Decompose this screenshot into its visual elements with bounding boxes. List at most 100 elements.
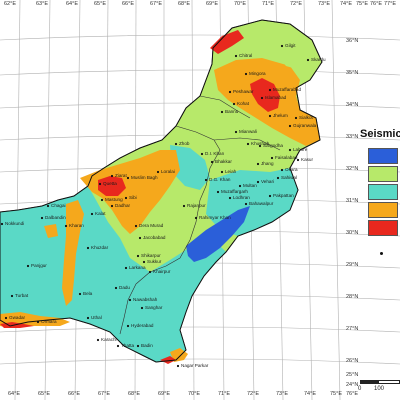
city-label: Sukkur bbox=[147, 259, 162, 264]
city-dot bbox=[280, 44, 284, 48]
city-dot bbox=[296, 158, 300, 162]
city-label: Kohat bbox=[237, 101, 250, 106]
city-dot bbox=[268, 114, 272, 118]
city-dot bbox=[4, 316, 8, 320]
legend-swatch-blue bbox=[368, 148, 398, 164]
tick-lon-bottom-2: 66°E bbox=[68, 391, 80, 397]
tick-lon-bottom-7: 71°E bbox=[218, 391, 230, 397]
city-dot bbox=[126, 324, 130, 328]
city-label: Rahimyar Khan bbox=[199, 215, 231, 220]
city-dot bbox=[288, 124, 292, 128]
city-dot bbox=[288, 148, 292, 152]
tick-lat-9: 27°N bbox=[346, 326, 359, 332]
city-label: Chagai bbox=[51, 203, 66, 208]
city-dot bbox=[244, 202, 248, 206]
tick-lon-top-3: 65°E bbox=[94, 1, 106, 7]
tick-lat-5: 31°N bbox=[346, 198, 359, 204]
city-dot bbox=[134, 224, 138, 228]
city-label: Mastung bbox=[105, 197, 123, 202]
city-label: Vehari bbox=[261, 179, 275, 184]
city-dot bbox=[100, 198, 104, 202]
city-label: Dadu bbox=[119, 285, 130, 290]
city-dot bbox=[194, 216, 198, 220]
tick-lat-1: 35°N bbox=[346, 70, 359, 76]
tick-lon-top-10: 72°E bbox=[290, 1, 302, 7]
scale-seg-2 bbox=[378, 380, 400, 384]
tick-lon-bottom-8: 72°E bbox=[247, 391, 259, 397]
region-red-quetta bbox=[98, 176, 126, 196]
city-dot bbox=[26, 264, 30, 268]
tick-lon-top-1: 63°E bbox=[36, 1, 48, 7]
tick-lat-3: 33°N bbox=[346, 134, 359, 140]
city-label: Bahawalpur bbox=[249, 201, 274, 206]
city-dot bbox=[244, 72, 248, 76]
city-label: Kalat bbox=[95, 211, 106, 216]
tick-lon-bottom-11: 75°E bbox=[330, 391, 342, 397]
city-dot bbox=[128, 298, 132, 302]
legend-swatch-orange bbox=[368, 202, 398, 218]
region-red-north-1 bbox=[250, 78, 280, 112]
national-border bbox=[0, 19, 323, 363]
city-label: Dadhar bbox=[115, 203, 131, 208]
city-label: D.G. Khan bbox=[209, 177, 231, 182]
city-dot bbox=[40, 216, 44, 220]
city-dot bbox=[176, 364, 180, 368]
city-label: Lodhran bbox=[233, 195, 250, 200]
city-dot bbox=[294, 116, 298, 120]
city-label: Jhang bbox=[261, 161, 274, 166]
tick-lon-top-13: 75°E bbox=[356, 1, 368, 7]
city-dot bbox=[148, 270, 152, 274]
tick-lat-7: 29°N bbox=[346, 262, 359, 268]
city-dot bbox=[140, 306, 144, 310]
city-dot bbox=[46, 204, 50, 208]
city-dot bbox=[200, 152, 204, 156]
city-label: Zhob bbox=[179, 141, 190, 146]
tick-lon-bottom-0: 64°E bbox=[8, 391, 20, 397]
city-label: Khairpur bbox=[153, 269, 171, 274]
region-red-coast bbox=[0, 322, 34, 328]
tick-lon-bottom-1: 65°E bbox=[38, 391, 50, 397]
city-label: Jhelum bbox=[273, 113, 288, 118]
city-dot bbox=[136, 254, 140, 258]
city-dot bbox=[268, 194, 272, 198]
city-label: Panjgur bbox=[31, 263, 47, 268]
city-dot bbox=[98, 182, 102, 186]
city-dot bbox=[96, 338, 100, 342]
city-label: Leiah bbox=[225, 169, 237, 174]
city-label: Skardu bbox=[311, 57, 326, 62]
tick-lon-top-9: 71°E bbox=[262, 1, 274, 7]
legend: Seismic bbox=[358, 128, 400, 258]
city-label: Dera Murad bbox=[139, 223, 164, 228]
city-dot bbox=[110, 204, 114, 208]
city-dot bbox=[232, 102, 236, 106]
tick-lon-top-7: 69°E bbox=[206, 1, 218, 7]
city-label: Okara bbox=[285, 167, 298, 172]
city-label: Loralai bbox=[161, 169, 175, 174]
city-dot bbox=[36, 320, 40, 324]
tick-lat-6: 30°N bbox=[346, 230, 359, 236]
city-label: Faisalabad bbox=[275, 155, 298, 160]
city-dot bbox=[10, 294, 14, 298]
city-label: Lahore bbox=[293, 147, 308, 152]
tick-lon-top-0: 62°E bbox=[4, 1, 16, 7]
city-dot bbox=[220, 170, 224, 174]
city-label: Multan bbox=[243, 183, 257, 188]
region-blue bbox=[186, 206, 250, 262]
region-orange-west-strip bbox=[62, 200, 84, 306]
city-dot bbox=[306, 58, 310, 62]
tick-lat-10: 26°N bbox=[346, 358, 359, 364]
city-dot bbox=[258, 144, 262, 148]
tick-lon-top-2: 64°E bbox=[66, 1, 78, 7]
scale-label-0: 0 bbox=[358, 386, 362, 392]
tick-lon-bottom-12: 76°E bbox=[346, 391, 358, 397]
city-dot bbox=[124, 266, 128, 270]
city-label: Thatta bbox=[121, 343, 135, 348]
city-dot bbox=[126, 176, 130, 180]
tick-lon-top-11: 73°E bbox=[318, 1, 330, 7]
city-label: Chitral bbox=[239, 53, 253, 58]
city-label: Karachi bbox=[101, 337, 117, 342]
city-label: Ziarat bbox=[115, 173, 127, 178]
city-label: Kharan bbox=[69, 223, 84, 228]
tick-lat-8: 28°N bbox=[346, 294, 359, 300]
city-label: Bhakkar bbox=[215, 159, 232, 164]
